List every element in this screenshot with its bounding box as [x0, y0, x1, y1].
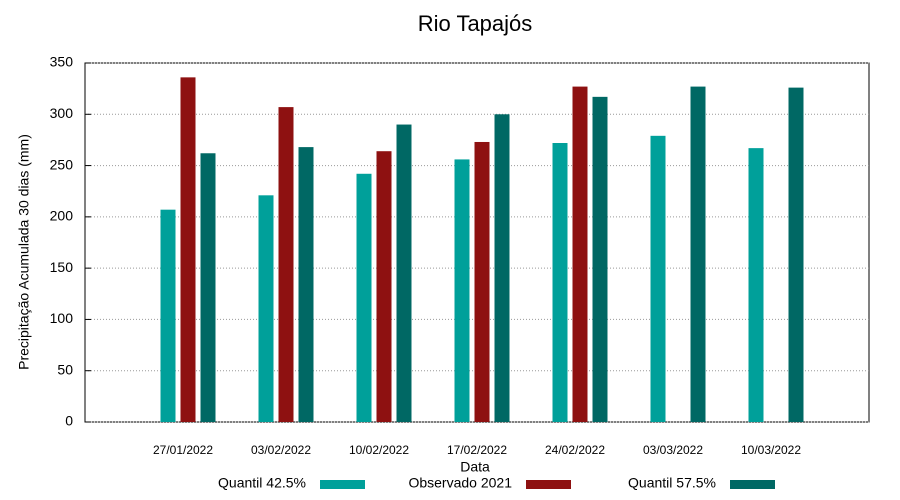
bar [474, 141, 490, 423]
y-tick-label: 100 [50, 310, 74, 326]
y-tick-label: 200 [50, 208, 74, 224]
bar [592, 96, 608, 422]
y-tick-label: 350 [50, 54, 74, 70]
x-axis-label: Data [460, 459, 490, 475]
chart-title: Rio Tapajós [418, 11, 533, 36]
legend-label: Quantil 42.5% [218, 475, 306, 491]
x-tick-label: 27/01/2022 [153, 443, 213, 457]
x-tick-label: 17/02/2022 [447, 443, 507, 457]
legend-label: Quantil 57.5% [628, 475, 716, 491]
bar [572, 86, 588, 422]
y-tick-label: 0 [65, 413, 73, 429]
bar [180, 77, 196, 423]
bar [748, 148, 764, 423]
bar [160, 209, 176, 422]
bar [454, 159, 470, 422]
x-tick-label: 10/03/2022 [741, 443, 801, 457]
y-tick-label: 50 [57, 361, 73, 377]
bar [376, 151, 392, 422]
legend-swatch [526, 480, 571, 489]
bar [200, 153, 216, 422]
y-tick-label: 250 [50, 156, 74, 172]
bar [356, 173, 372, 422]
x-tick-label: 03/03/2022 [643, 443, 703, 457]
bar [788, 87, 804, 423]
y-tick-label: 150 [50, 259, 74, 275]
bar [494, 114, 510, 423]
bar [552, 143, 568, 422]
bar [690, 86, 706, 422]
bar [278, 107, 294, 422]
legend-swatch [730, 480, 775, 489]
legend-label: Observado 2021 [408, 475, 512, 491]
x-tick-label: 03/02/2022 [251, 443, 311, 457]
bar [650, 135, 666, 422]
bar [298, 147, 314, 422]
legend-swatch [320, 480, 365, 489]
x-tick-label: 24/02/2022 [545, 443, 605, 457]
y-axis-label: Precipitação Acumulada 30 dias (mm) [16, 134, 32, 370]
x-tick-label: 10/02/2022 [349, 443, 409, 457]
y-tick-label: 300 [50, 105, 74, 121]
bar [396, 124, 412, 423]
bar [258, 195, 274, 422]
